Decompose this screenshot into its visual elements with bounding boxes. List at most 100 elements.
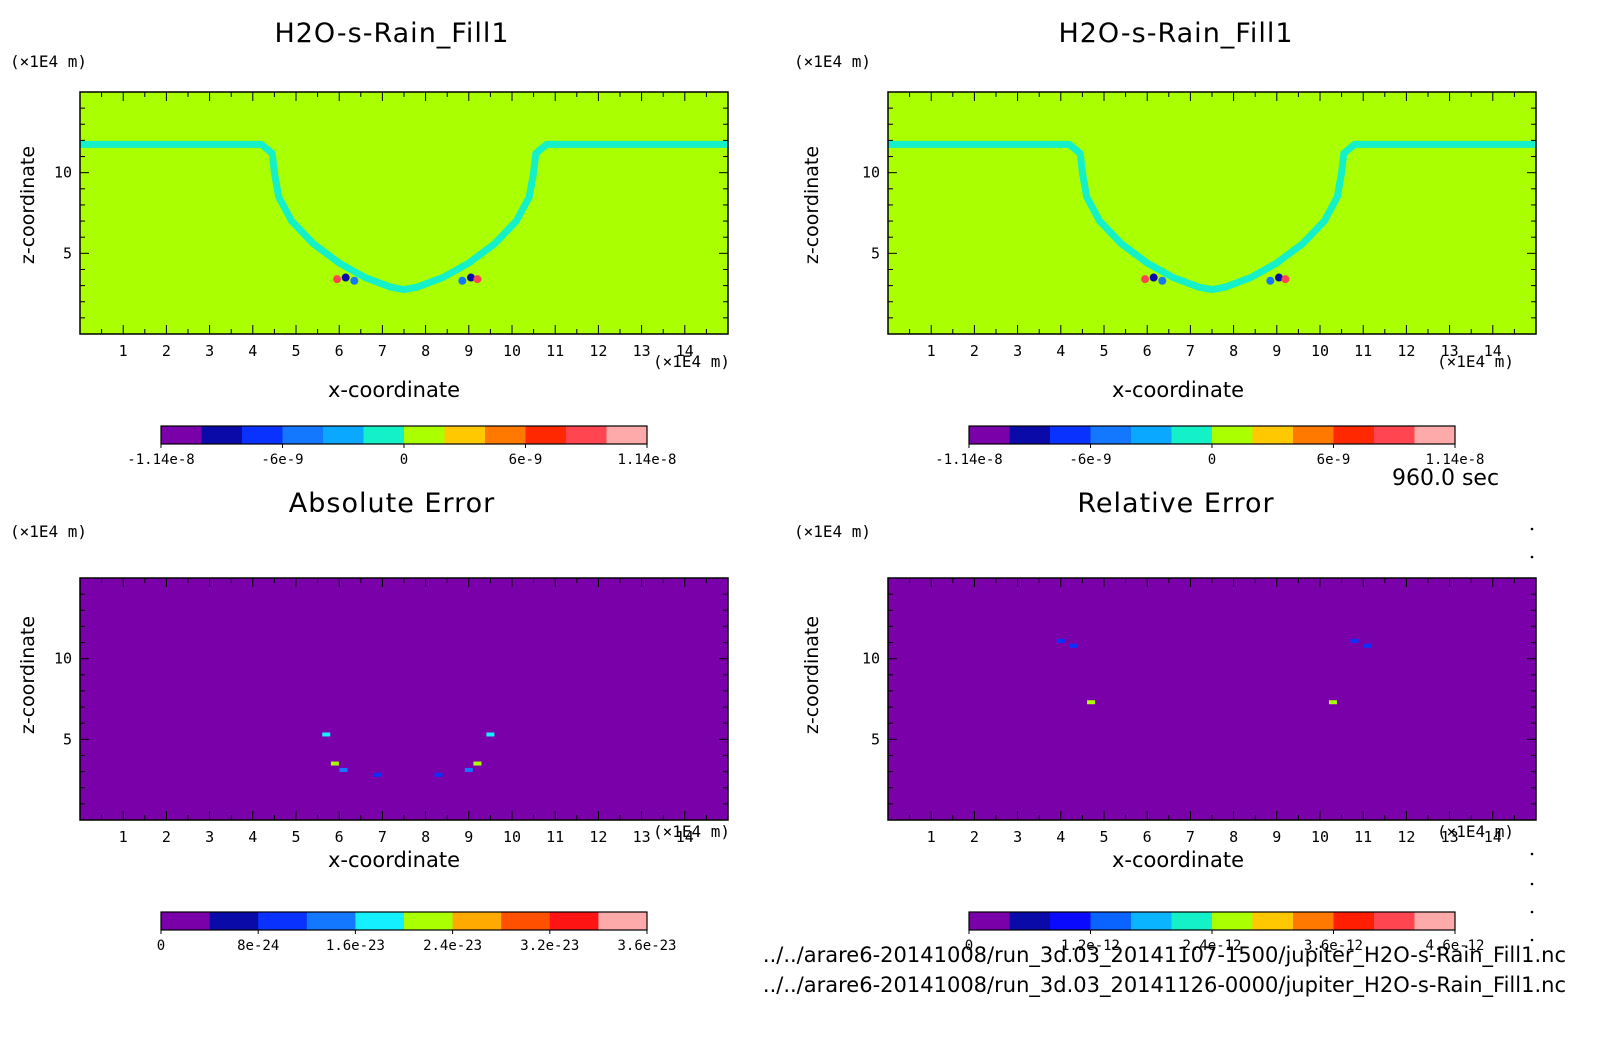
y-tick-label: 5	[63, 244, 72, 262]
field-background	[888, 92, 1536, 334]
panel-1-y-unit: (×1E4 m)	[10, 52, 88, 71]
x-tick-label: 10	[1311, 342, 1329, 360]
x-tick-label: 3	[1013, 342, 1022, 360]
x-tick-label: 14	[1484, 828, 1502, 846]
x-tick-label: 12	[1397, 828, 1415, 846]
floor-feature	[466, 273, 475, 282]
colorbar-frame	[160, 911, 648, 931]
panel-3-y-unit: (×1E4 m)	[10, 522, 88, 541]
colorbar-tick-label: 0	[157, 938, 165, 954]
file-path-2: ../../arare6-20141008/run_3d.03_20141126…	[762, 973, 1566, 997]
x-tick-label: 13	[633, 828, 651, 846]
field-background	[80, 92, 728, 334]
colorbar-swatch	[209, 912, 259, 930]
x-tick-label: 2	[162, 342, 171, 360]
error-spot	[1069, 643, 1078, 648]
x-tick-label: 1	[927, 342, 936, 360]
x-tick-label: 3	[1013, 828, 1022, 846]
colorbar-swatch	[355, 912, 405, 930]
y-tick-label: 10	[54, 650, 72, 668]
colorbar-swatch	[1171, 426, 1213, 444]
x-tick-label: 13	[633, 342, 651, 360]
error-spot	[434, 772, 443, 777]
panel-1-x-unit: (×1E4 m)	[653, 352, 731, 371]
colorbar-tick-label: 8e-24	[237, 938, 279, 954]
panel-4-x-unit: (×1E4 m)	[1437, 822, 1515, 841]
x-tick-label: 8	[1229, 828, 1238, 846]
error-spot	[486, 732, 495, 737]
panel-2-x-label: x-coordinate	[1111, 378, 1244, 402]
panel-2-title: H2O-s-Rain_Fill1	[1058, 18, 1294, 49]
error-spot	[339, 767, 348, 772]
colorbar-tick-label: 6e-9	[509, 452, 543, 468]
field-background	[80, 578, 728, 820]
colorbar-swatch	[1009, 912, 1051, 930]
panel-3-x-label: x-coordinate	[327, 848, 460, 872]
x-tick-label: 5	[291, 342, 300, 360]
x-tick-label: 12	[589, 342, 607, 360]
colorbar-tick-label: 6e-9	[1317, 452, 1351, 468]
error-spot	[1363, 643, 1372, 648]
colorbar-swatch	[598, 912, 648, 930]
colorbar-tick-label: -6e-9	[1069, 452, 1111, 468]
colorbar-swatch	[323, 426, 364, 444]
edge-dot	[1530, 527, 1534, 531]
x-tick-label: 7	[1186, 828, 1195, 846]
y-tick-label: 5	[63, 730, 72, 748]
colorbar-tick-label: 2.4e-12	[1182, 938, 1241, 954]
colorbar-swatch	[1374, 426, 1415, 444]
x-tick-label: 11	[1354, 828, 1372, 846]
file-path-1: ../../arare6-20141008/run_3d.03_20141107…	[762, 943, 1566, 967]
colorbar-swatch	[258, 912, 308, 930]
x-tick-label: 8	[1229, 342, 1238, 360]
panel-2-x-unit: (×1E4 m)	[1437, 352, 1515, 371]
colorbar-swatch	[452, 912, 502, 930]
colorbar-swatch	[1090, 426, 1132, 444]
panel-4-x-label: x-coordinate	[1111, 848, 1244, 872]
x-tick-label: 2	[970, 828, 979, 846]
floor-feature	[1149, 273, 1158, 282]
x-tick-label: 9	[464, 342, 473, 360]
error-spot	[330, 761, 339, 766]
colorbar-swatch	[549, 912, 599, 930]
floor-feature	[458, 276, 467, 285]
panel-1-title: H2O-s-Rain_Fill1	[274, 18, 510, 49]
colorbar-swatch	[1212, 426, 1253, 444]
colorbar-swatch	[969, 426, 1010, 444]
colorbar-swatch	[404, 426, 445, 444]
colorbar-swatch	[1252, 426, 1294, 444]
colorbar: 0 8e-24 1.6e-23 2.4e-23 3.2e-23 3.6e-23	[157, 911, 677, 954]
floor-feature	[1141, 275, 1150, 284]
x-tick-label: 14	[676, 828, 694, 846]
colorbar-swatch	[1293, 912, 1334, 930]
colorbar-tick-label: 4.6e-12	[1425, 938, 1484, 954]
panel-3-title: Absolute Error	[288, 488, 496, 519]
x-tick-label: 5	[1099, 828, 1108, 846]
colorbar-swatch	[525, 426, 567, 444]
colorbar-swatch	[1131, 426, 1172, 444]
colorbar-swatch	[969, 912, 1010, 930]
panel-2-y-unit: (×1E4 m)	[794, 52, 872, 71]
colorbar-tick-label: 3.6e-23	[617, 938, 676, 954]
colorbar-swatch	[1212, 912, 1253, 930]
floor-feature	[350, 276, 359, 285]
colorbar-swatch	[485, 426, 526, 444]
error-spot	[1350, 638, 1359, 643]
y-tick-label: 10	[862, 650, 880, 668]
colorbar: 0 1.2e-12 2.4e-12 3.6e-12 4.6e-12	[965, 911, 1485, 954]
error-spot	[374, 772, 383, 777]
colorbar-swatch	[606, 426, 648, 444]
floor-feature	[1266, 276, 1275, 285]
x-tick-label: 7	[1186, 342, 1195, 360]
x-tick-label: 10	[503, 828, 521, 846]
colorbar-tick-label: 1.14e-8	[1425, 452, 1484, 468]
colorbar-tick-label: 0	[965, 938, 973, 954]
x-tick-label: 5	[1099, 342, 1108, 360]
x-tick-label: 1	[119, 828, 128, 846]
floor-feature	[1274, 273, 1283, 282]
edge-dot	[1530, 555, 1534, 559]
colorbar: -1.14e-8 -6e-9 0 6e-9 1.14e-8	[935, 425, 1485, 468]
